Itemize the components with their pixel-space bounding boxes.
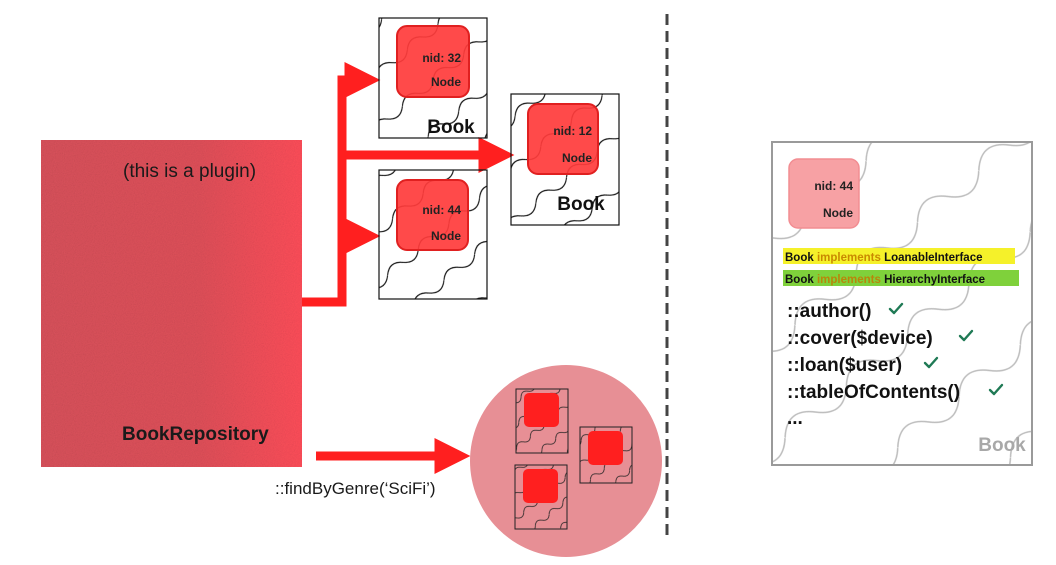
thumb-node — [524, 393, 559, 427]
interface-line-loanable: Book implements LoanableInterface — [785, 252, 982, 264]
check-icon — [888, 302, 904, 315]
interface-line-hierarchy: Book implements HierarchyInterface — [785, 274, 985, 286]
book-card: nid: 32 Node Book — [378, 17, 488, 139]
repository-name: BookRepository — [122, 424, 269, 445]
node-id: nid: 44 — [814, 179, 853, 193]
load-arrows — [302, 62, 515, 474]
find-by-genre-method: ::findByGenre(‘SciFi’) — [275, 479, 436, 498]
method-loan: ::loan($user) — [787, 355, 902, 376]
interface-name: HierarchyInterface — [884, 274, 985, 286]
check-icon — [988, 383, 1004, 396]
method-more: ... — [787, 408, 803, 429]
repository-box — [41, 140, 302, 467]
interface-name: LoanableInterface — [884, 252, 982, 264]
book-label: Book — [978, 435, 1026, 456]
result-book-thumb — [514, 464, 568, 530]
node-badge — [396, 179, 469, 251]
node-id: nid: 44 — [422, 203, 461, 217]
result-book-thumb — [579, 426, 633, 484]
interface-highlight-loanable — [783, 248, 1015, 264]
book-label: Book — [427, 117, 475, 138]
thumb-node — [588, 431, 623, 465]
interface-verb: implements — [817, 274, 884, 286]
book-detail-card: nid: 44 Node Book implements LoanableInt… — [771, 141, 1033, 466]
node-label: Node — [823, 206, 853, 220]
book-card: nid: 12 Node Book — [510, 93, 620, 226]
book-card: nid: 44 Node — [378, 169, 488, 300]
node-badge — [527, 103, 599, 175]
node-id: nid: 32 — [422, 51, 461, 65]
interface-verb: implements — [817, 252, 884, 264]
result-set — [470, 365, 662, 557]
node-badge — [788, 158, 860, 229]
result-book-thumb — [515, 388, 569, 454]
node-id: nid: 12 — [553, 124, 592, 138]
method-cover: ::cover($device) — [787, 328, 933, 349]
check-icon — [923, 356, 939, 369]
book-repository: (this is a plugin) BookRepository — [41, 140, 302, 467]
method-author: ::author() — [787, 301, 871, 322]
arrow-to-book-32 — [302, 62, 381, 307]
thumb-node — [523, 469, 558, 503]
node-badge — [396, 25, 470, 98]
method-table-of-contents: ::tableOfContents() — [787, 382, 960, 403]
book-label: Book — [557, 194, 605, 215]
interface-subject: Book — [785, 274, 817, 286]
node-label: Node — [431, 75, 461, 89]
check-icon — [958, 329, 974, 342]
plugin-note: (this is a plugin) — [123, 161, 256, 182]
node-label: Node — [562, 151, 592, 165]
interface-subject: Book — [785, 252, 817, 264]
node-label: Node — [431, 229, 461, 243]
interface-highlight-hierarchy — [783, 270, 1019, 286]
